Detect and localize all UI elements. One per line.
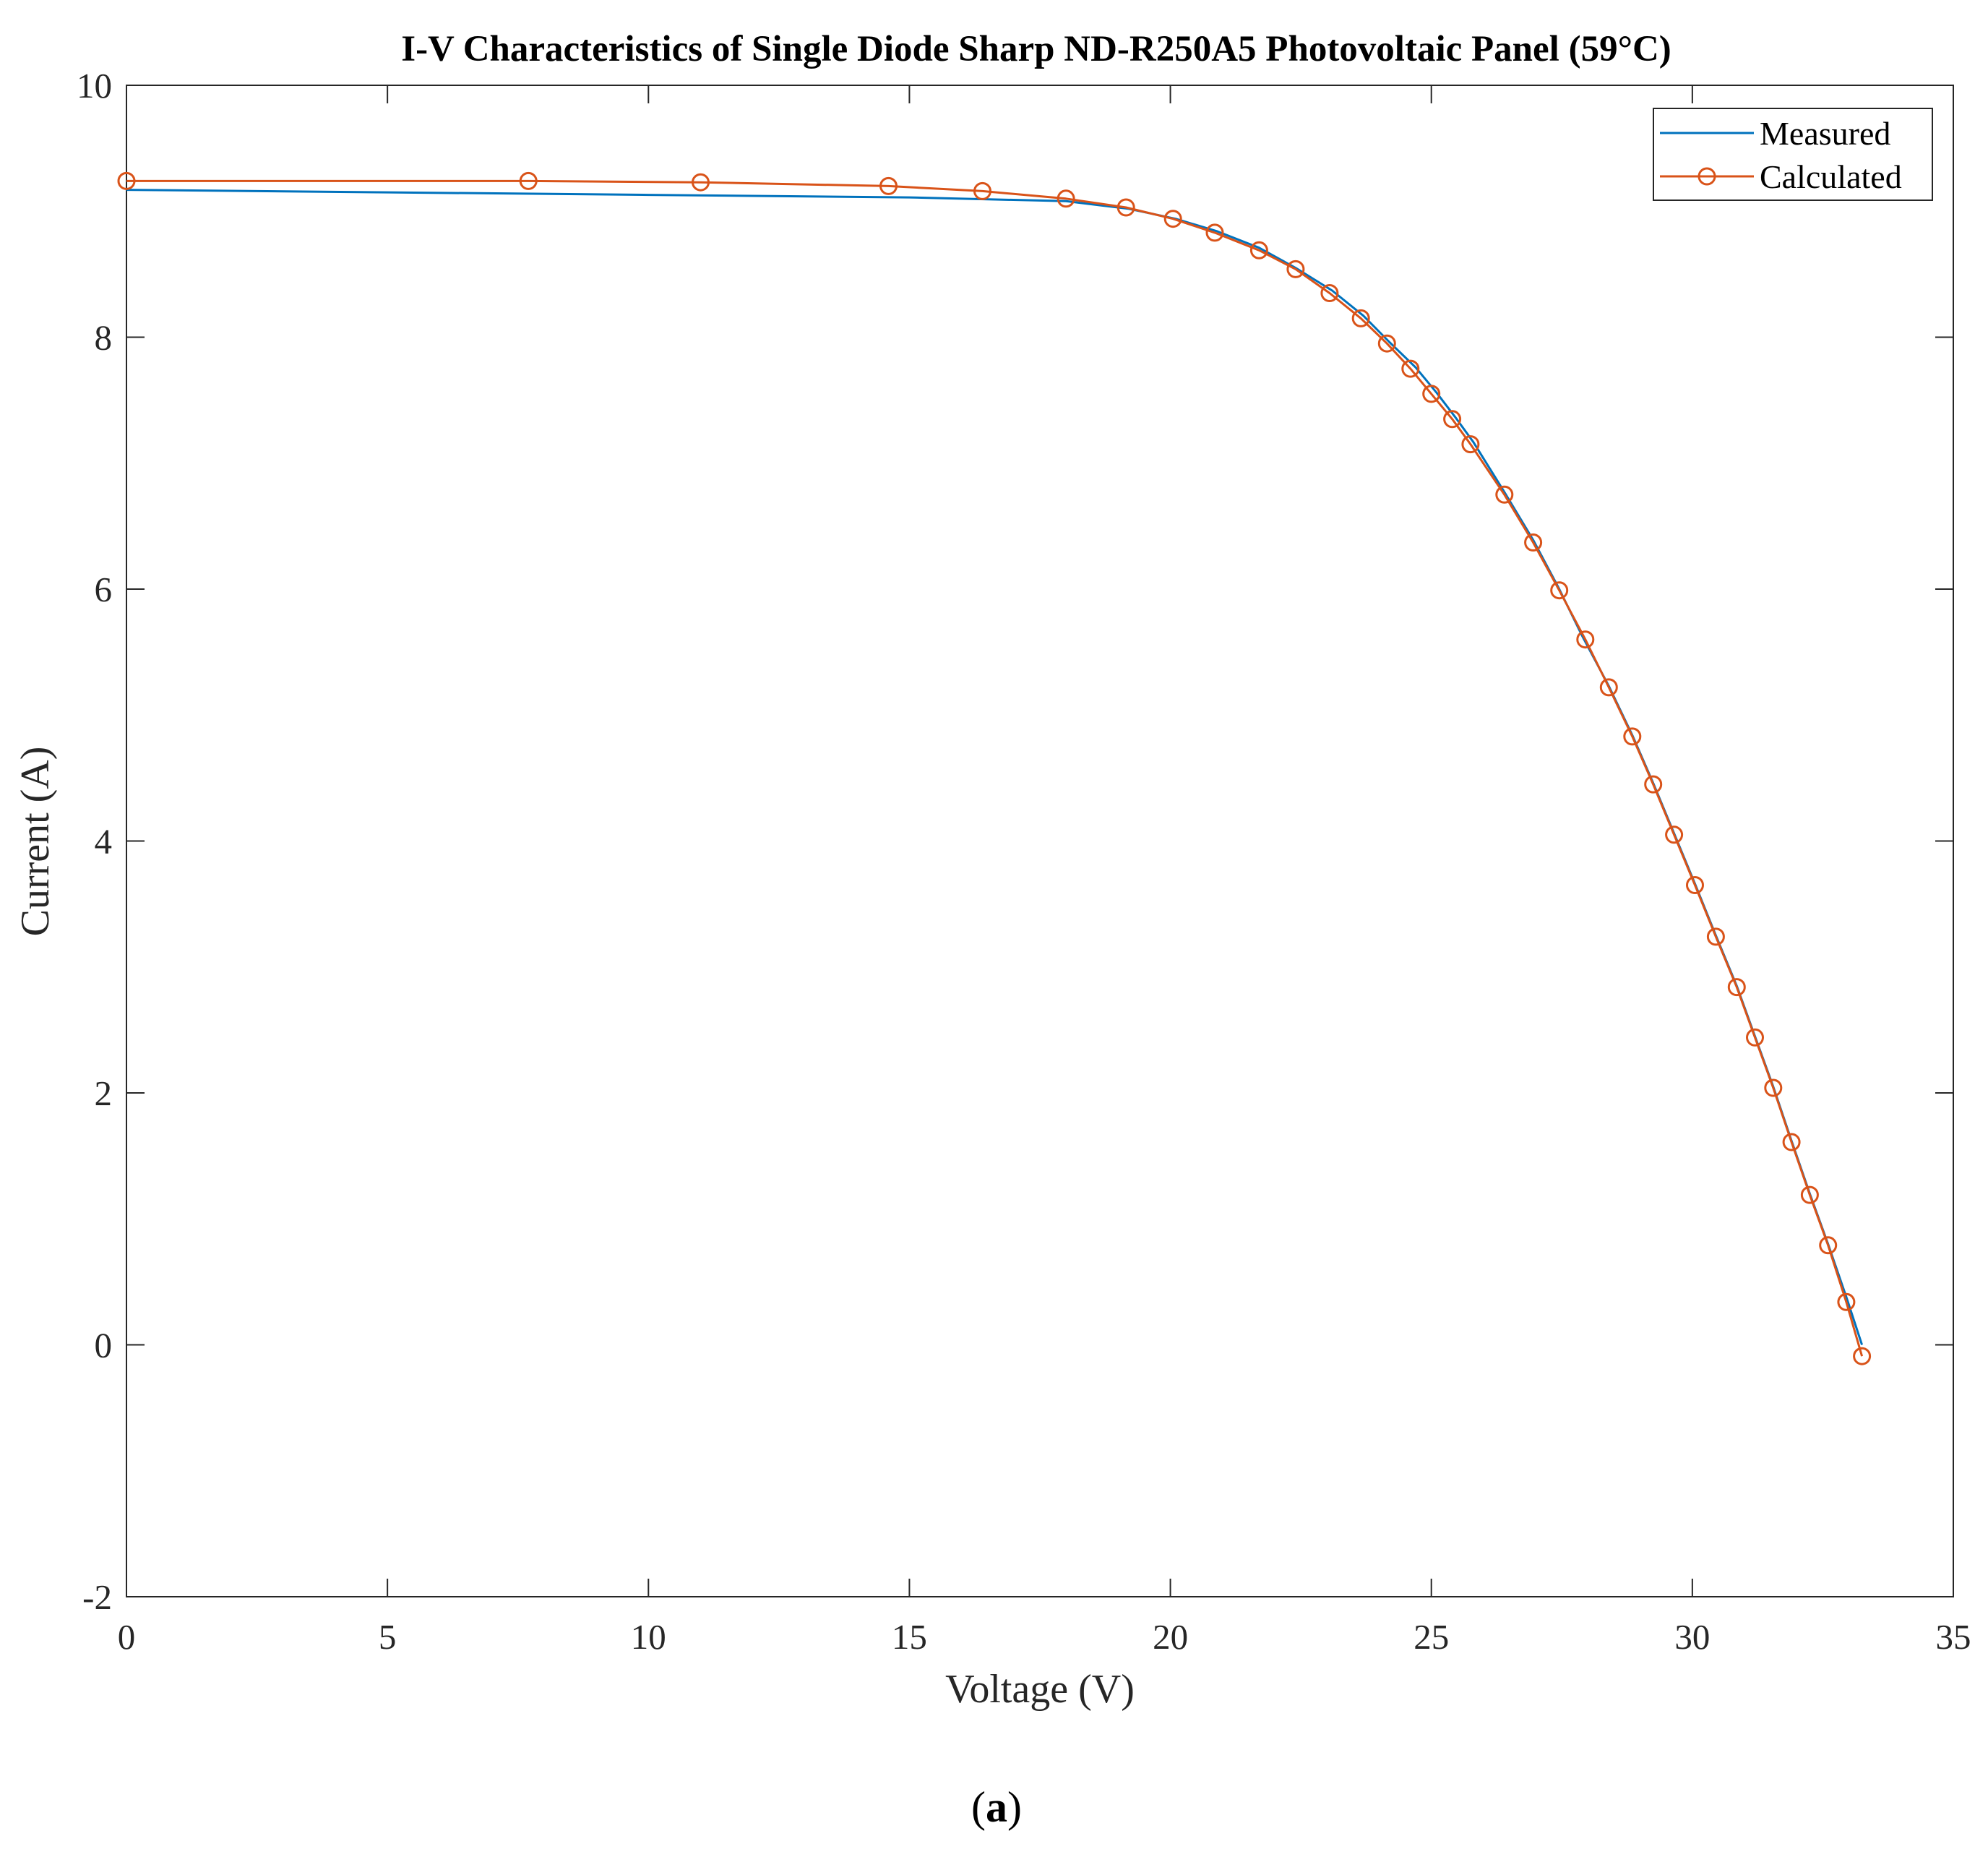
chart-title: I-V Characteristics of Single Diode Shar… — [401, 29, 1671, 69]
data-point-calculated — [519, 171, 538, 190]
data-point-calculated — [1249, 241, 1268, 259]
plot-area — [126, 85, 1954, 1597]
data-point-calculated — [1057, 189, 1075, 208]
data-point-calculated — [1401, 359, 1420, 378]
legend-measured-label: Measured — [1760, 115, 1890, 152]
data-point-calculated — [1800, 1185, 1819, 1204]
data-point-calculated — [973, 181, 991, 200]
data-point-calculated — [1443, 410, 1462, 429]
legend-calculated-label: Calculated — [1760, 158, 1902, 195]
y-tick-label-3: 4 — [95, 822, 113, 862]
data-point-calculated — [1623, 727, 1642, 746]
x-tick-label-3: 15 — [892, 1617, 927, 1657]
legend-calculated-marker — [1697, 167, 1716, 186]
data-point-calculated — [1461, 435, 1480, 454]
data-point-calculated — [1550, 581, 1569, 600]
figure-caption: (a) — [971, 1783, 1022, 1831]
x-tick-label-2: 10 — [631, 1617, 666, 1657]
data-point-calculated — [1746, 1028, 1764, 1047]
data-point-calculated — [1205, 223, 1224, 242]
legend-box — [1653, 108, 1933, 201]
data-point-calculated — [692, 173, 710, 192]
data-point-calculated — [1116, 198, 1135, 217]
data-point-calculated — [1727, 978, 1746, 997]
x-axis-label: Voltage (V) — [945, 1667, 1135, 1712]
y-tick-label-0: -2 — [82, 1577, 112, 1617]
data-point-calculated — [1422, 385, 1441, 403]
data-point-calculated — [1686, 876, 1704, 894]
x-tick-label-7: 35 — [1936, 1617, 1971, 1657]
data-point-calculated — [1351, 309, 1370, 327]
y-tick-label-1: 0 — [95, 1326, 113, 1365]
y-tick-label-2: 2 — [95, 1073, 113, 1113]
y-tick-label-5: 8 — [95, 318, 113, 358]
x-tick-label-0: 0 — [118, 1617, 136, 1657]
data-point-calculated — [1599, 678, 1618, 697]
data-point-calculated — [1576, 630, 1595, 649]
data-point-calculated — [1320, 284, 1339, 302]
data-point-calculated — [1819, 1236, 1838, 1255]
data-point-calculated — [879, 176, 898, 195]
data-point-calculated — [1837, 1292, 1856, 1311]
data-point-calculated — [1665, 825, 1684, 844]
data-point-calculated — [1706, 927, 1725, 946]
series-calculated — [117, 171, 1872, 1365]
legend: Measured Calculated — [1653, 108, 1933, 201]
x-tick-label-1: 5 — [379, 1617, 397, 1657]
axis-ticks — [126, 85, 1954, 1597]
x-tick-label-6: 30 — [1674, 1617, 1710, 1657]
data-point-calculated — [1377, 334, 1396, 353]
data-point-calculated — [1163, 210, 1182, 228]
data-point-calculated — [1782, 1133, 1801, 1151]
series-layer — [117, 171, 1872, 1365]
data-point-calculated — [1495, 485, 1514, 504]
data-point-calculated — [1853, 1347, 1872, 1365]
data-point-calculated — [1764, 1078, 1783, 1097]
data-point-calculated — [1644, 775, 1663, 794]
y-axis-label: Current (A) — [13, 747, 58, 937]
x-tick-label-4: 20 — [1153, 1617, 1188, 1657]
data-point-calculated — [1286, 259, 1305, 278]
y-tick-label-4: 6 — [95, 570, 113, 609]
x-tick-label-5: 25 — [1413, 1617, 1449, 1657]
data-point-calculated — [117, 171, 136, 190]
data-point-calculated — [1524, 533, 1543, 552]
y-tick-label-6: 10 — [77, 66, 112, 106]
